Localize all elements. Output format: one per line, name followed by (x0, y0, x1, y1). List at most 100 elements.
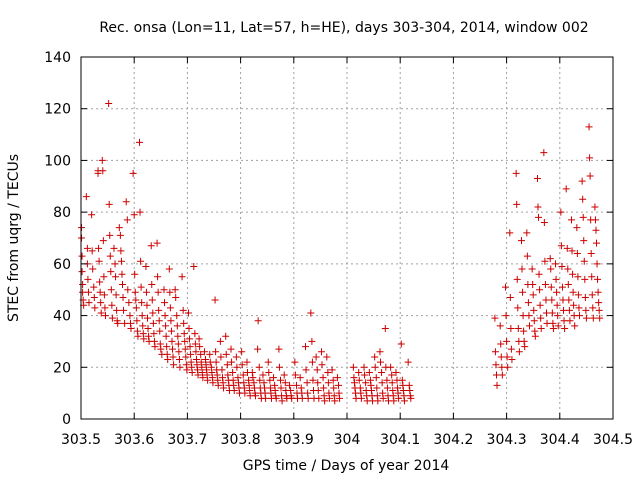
data-point (579, 195, 587, 203)
data-point (497, 353, 505, 361)
data-point (182, 353, 190, 361)
data-point (565, 306, 573, 314)
data-point (160, 286, 168, 294)
data-point (185, 325, 193, 332)
data-point (564, 265, 572, 273)
data-point (586, 172, 594, 180)
data-point (193, 361, 201, 369)
data-point (173, 312, 181, 320)
data-point (334, 381, 342, 389)
data-point (392, 368, 400, 376)
data-point (142, 288, 150, 296)
x-tick-label: 303.9 (274, 432, 314, 448)
data-point (566, 317, 574, 325)
data-point (213, 371, 221, 379)
data-point (171, 286, 179, 294)
data-point (367, 387, 375, 395)
x-tick-label: 303.8 (221, 432, 261, 448)
data-point (361, 371, 369, 379)
data-point (113, 306, 121, 314)
data-point (114, 319, 122, 327)
x-tick-label: 304.5 (593, 432, 633, 448)
data-point (588, 291, 596, 299)
data-point (207, 363, 215, 371)
data-point (163, 350, 171, 358)
data-point (261, 384, 269, 392)
data-point (552, 275, 560, 283)
data-point (90, 293, 98, 301)
data-point (399, 381, 407, 389)
data-point (259, 371, 267, 379)
data-point (232, 353, 240, 361)
data-point (147, 242, 155, 250)
data-point (98, 156, 106, 164)
data-point (238, 348, 246, 356)
data-point (302, 343, 310, 351)
data-point (491, 314, 499, 322)
data-point (194, 371, 202, 379)
data-points (78, 100, 604, 405)
data-point (582, 306, 590, 314)
data-point (116, 231, 124, 239)
data-point (278, 397, 286, 405)
data-point (575, 304, 583, 312)
data-point (129, 169, 137, 177)
data-point (581, 293, 589, 301)
data-point (154, 288, 162, 296)
data-point (218, 366, 226, 374)
data-point (388, 379, 396, 387)
data-point (546, 255, 554, 263)
data-point (325, 394, 333, 402)
data-point (78, 224, 86, 232)
data-point (595, 306, 603, 314)
data-point (166, 288, 174, 296)
y-tick-label: 60 (53, 257, 71, 273)
data-point (191, 340, 199, 348)
data-point (280, 371, 288, 379)
data-point (192, 356, 200, 364)
data-point (82, 193, 90, 201)
data-point (553, 301, 561, 309)
data-point (251, 392, 259, 400)
data-point (519, 312, 527, 320)
data-point (330, 392, 338, 400)
data-point (174, 340, 182, 348)
data-point (535, 213, 543, 221)
data-point (134, 332, 142, 340)
data-point (107, 268, 115, 276)
data-point (151, 343, 159, 351)
x-tick-label: 304.1 (380, 432, 420, 448)
data-point (175, 348, 183, 356)
data-point (270, 374, 278, 382)
data-point (578, 177, 586, 185)
data-point (277, 376, 284, 384)
data-point (519, 288, 527, 296)
data-point (515, 348, 523, 356)
data-point (512, 169, 520, 177)
y-tick-label: 120 (44, 102, 71, 118)
data-point (582, 314, 590, 322)
data-point (355, 368, 363, 376)
data-point (245, 376, 253, 384)
data-point (549, 325, 557, 332)
data-point (591, 216, 599, 224)
data-point (142, 262, 150, 270)
data-point (209, 379, 217, 387)
data-point (330, 384, 338, 392)
data-point (136, 208, 144, 216)
data-point (548, 309, 556, 317)
data-point (187, 350, 195, 358)
data-point (573, 250, 581, 258)
data-point (389, 387, 397, 395)
data-point (547, 265, 555, 273)
data-point (540, 218, 548, 226)
data-point (399, 387, 407, 395)
data-point (593, 260, 601, 268)
data-point (271, 381, 279, 389)
data-point (594, 275, 602, 283)
data-point (272, 394, 280, 402)
data-point (324, 368, 332, 376)
data-point (174, 332, 182, 340)
data-point (126, 312, 134, 320)
